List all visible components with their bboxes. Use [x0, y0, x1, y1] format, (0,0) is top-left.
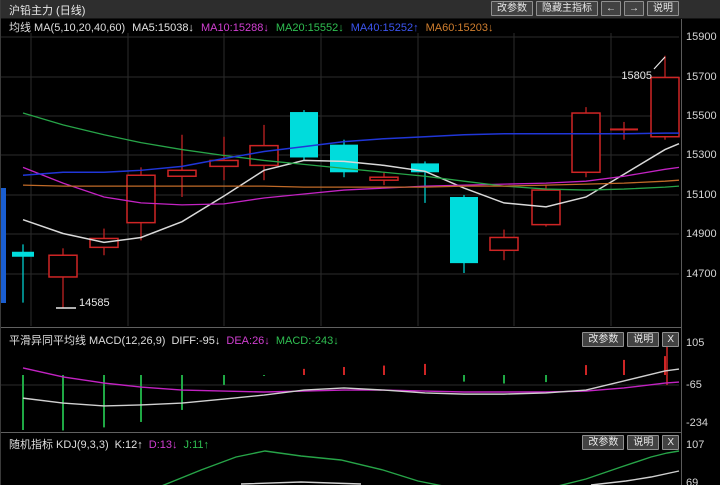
- kdj-k-line: [590, 470, 680, 485]
- candle-body: [209, 159, 239, 168]
- candle-body: [489, 236, 519, 252]
- candle-body: [450, 196, 478, 264]
- macd-axis-label: -65: [686, 379, 702, 391]
- price-axis-label: 15900: [686, 31, 717, 43]
- chart-canvas: 14585 15805: [1, 33, 680, 485]
- dea-line: [22, 367, 680, 393]
- ma10-line: [22, 166, 680, 206]
- macd-change-params-button[interactable]: 改参数: [582, 332, 625, 347]
- kdj-j-line: [559, 450, 680, 485]
- window-title: 沪铅主力 (日线): [9, 5, 86, 17]
- candle-body: [411, 163, 439, 173]
- ma20-line: [22, 112, 680, 191]
- macd-axis-label: 105: [686, 337, 705, 349]
- ma5-reading: MA5:15038↓: [132, 22, 194, 34]
- diff-line: [22, 368, 680, 407]
- candle-body: [369, 176, 399, 181]
- ma40-reading: MA40:15252↑: [350, 22, 419, 34]
- ma60-line: [22, 179, 680, 188]
- j-reading: J:11↑: [183, 439, 210, 451]
- candle-body: [571, 112, 601, 174]
- price-axis-column: 15900 15700 15500 15300 15100 14900 14700 105 -6…: [681, 18, 720, 485]
- price-axis-label: 15700: [686, 71, 717, 83]
- candle-body: [167, 169, 197, 177]
- edge-partial-candle: [1, 188, 6, 303]
- ma60-reading: MA60:15203↓: [425, 22, 494, 34]
- macd-help-button[interactable]: 说明: [627, 332, 660, 347]
- kdj-close-button[interactable]: X: [662, 435, 679, 450]
- kdj-panel-header: 随机指标 KDJ(9,3,3) K:12↑ D:13↓ J:11↑ 改参数 说明 X: [1, 432, 681, 453]
- high-marker-line: [653, 56, 666, 70]
- kdj-j-line: [162, 450, 442, 485]
- ma40-line: [22, 132, 679, 176]
- high-price-label: 15805: [621, 70, 652, 82]
- price-axis-label: 14900: [686, 228, 717, 240]
- macd-panel-header: 平滑异同平均线 MACD(12,26,9) DIFF:-95↓ DEA:26↓ MAC…: [1, 327, 681, 352]
- next-arrow-button[interactable]: →: [624, 1, 644, 16]
- diff-reading: DIFF:-95↓: [171, 335, 221, 347]
- macd-panel-title: 平滑异同平均线 MACD(12,26,9): [9, 335, 166, 347]
- kdj-k-line: [240, 481, 362, 485]
- change-params-button[interactable]: 改参数: [491, 1, 533, 16]
- macd-close-button[interactable]: X: [662, 332, 679, 347]
- price-axis-label: 15500: [686, 110, 717, 122]
- ma10-reading: MA10:15288↓: [200, 22, 269, 34]
- candle-body: [48, 254, 78, 278]
- hide-main-indicator-button[interactable]: 隐藏主指标: [536, 1, 598, 16]
- ma20-reading: MA20:15552↓: [275, 22, 344, 34]
- d-reading: D:13↓: [148, 439, 178, 451]
- k-reading: K:12↑: [114, 439, 143, 451]
- kdj-axis-label: 69: [686, 477, 699, 485]
- prev-arrow-button[interactable]: ←: [601, 1, 621, 16]
- ma-legend: 均线 MA(5,10,20,40,60) MA5:15038↓ MA10:15288…: [9, 19, 501, 35]
- ma5-line: [22, 142, 680, 244]
- candle-body: [290, 112, 318, 158]
- ma-legend-prefix: 均线 MA(5,10,20,40,60): [9, 22, 126, 34]
- candle-body: [249, 144, 279, 167]
- help-button[interactable]: 说明: [647, 1, 679, 16]
- titlebar-buttons: 改参数 隐藏主指标 ← → 说明: [491, 1, 679, 16]
- candle-body: [610, 128, 638, 131]
- dea-reading: DEA:26↓: [226, 335, 270, 347]
- price-axis-label: 15300: [686, 149, 717, 161]
- kdj-change-params-button[interactable]: 改参数: [582, 435, 625, 450]
- price-axis-label: 15100: [686, 189, 717, 201]
- candle-body: [12, 251, 34, 257]
- macd-reading: MACD:-243↓: [275, 335, 339, 347]
- candle-body: [126, 174, 156, 224]
- kdj-axis-label: 107: [686, 439, 705, 451]
- macd-axis-label: -234: [686, 417, 709, 429]
- kdj-help-button[interactable]: 说明: [627, 435, 660, 450]
- title-bar: 沪铅主力 (日线) 改参数 隐藏主指标 ← → 说明: [1, 0, 720, 19]
- price-axis-label: 14700: [686, 268, 717, 280]
- candle-body: [650, 76, 680, 138]
- kdj-panel-title: 随机指标 KDJ(9,3,3): [9, 439, 109, 451]
- low-price-label: 14585: [79, 297, 110, 309]
